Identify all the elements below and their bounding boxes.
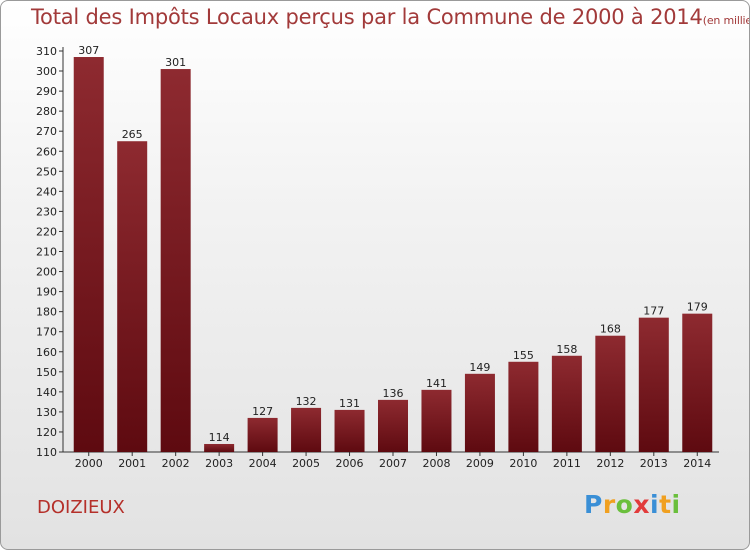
x-tick-label: 2008 xyxy=(422,457,450,470)
x-tick-label: 2010 xyxy=(509,457,537,470)
chart-title: Total des Impôts Locaux perçus par la Co… xyxy=(31,5,749,29)
x-tick-label: 2013 xyxy=(640,457,668,470)
x-tick-label: 2002 xyxy=(162,457,190,470)
y-tick-label: 310 xyxy=(36,45,57,58)
x-tick-label: 2001 xyxy=(118,457,146,470)
x-tick-label: 2011 xyxy=(553,457,581,470)
y-tick-label: 160 xyxy=(36,346,57,359)
bar-value-label: 158 xyxy=(556,343,577,356)
y-tick-label: 130 xyxy=(36,406,57,419)
x-tick-label: 2009 xyxy=(466,457,494,470)
bar-2006 xyxy=(334,409,365,452)
logo-letter: t xyxy=(659,490,672,519)
bar-2011 xyxy=(551,355,582,452)
logo-letter: P xyxy=(584,490,603,519)
chart-title-text: Total des Impôts Locaux perçus par la Co… xyxy=(31,5,703,29)
logo-letter: x xyxy=(633,490,650,519)
y-tick-label: 300 xyxy=(36,65,57,78)
bar-value-label: 149 xyxy=(469,361,490,374)
y-tick-label: 230 xyxy=(36,205,57,218)
bar-2002 xyxy=(160,69,191,453)
y-tick-label: 240 xyxy=(36,185,57,198)
bar-value-label: 155 xyxy=(513,349,534,362)
y-tick-label: 180 xyxy=(36,306,57,319)
bar-2003 xyxy=(204,443,235,452)
x-tick-label: 2005 xyxy=(292,457,320,470)
y-tick-label: 170 xyxy=(36,326,57,339)
bar-2000 xyxy=(73,57,104,452)
x-tick-label: 2007 xyxy=(379,457,407,470)
bar-value-label: 177 xyxy=(643,305,664,318)
x-tick-label: 2012 xyxy=(596,457,624,470)
bar-value-label: 127 xyxy=(252,405,273,418)
y-tick-label: 220 xyxy=(36,225,57,238)
y-tick-label: 150 xyxy=(36,366,57,379)
bar-value-label: 307 xyxy=(78,44,99,57)
logo-letter: r xyxy=(602,490,616,519)
y-tick-label: 190 xyxy=(36,286,57,299)
bar-value-label: 301 xyxy=(165,56,186,69)
x-tick-label: 2014 xyxy=(683,457,711,470)
bar-2013 xyxy=(638,317,669,452)
x-tick-label: 2000 xyxy=(75,457,103,470)
y-tick-label: 260 xyxy=(36,145,57,158)
bar-2005 xyxy=(291,407,322,452)
bar-value-label: 179 xyxy=(687,301,708,314)
bar-2007 xyxy=(378,399,408,452)
x-tick-label: 2003 xyxy=(205,457,233,470)
y-tick-label: 250 xyxy=(36,165,57,178)
bar-value-label: 136 xyxy=(383,387,404,400)
bar-2004 xyxy=(247,417,278,452)
chart-subtitle: (en milliers d'€) xyxy=(702,14,749,27)
y-tick-label: 120 xyxy=(36,426,57,439)
x-tick-label: 2004 xyxy=(249,457,277,470)
bar-value-label: 265 xyxy=(122,128,143,141)
bar-2010 xyxy=(508,361,539,452)
bar-2014 xyxy=(682,313,713,452)
bar-value-label: 141 xyxy=(426,377,447,390)
y-tick-label: 270 xyxy=(36,125,57,138)
bar-value-label: 114 xyxy=(209,431,230,444)
y-tick-label: 200 xyxy=(36,266,57,279)
y-tick-label: 140 xyxy=(36,386,57,399)
commune-name: DOIZIEUX xyxy=(37,497,125,518)
bar-value-label: 168 xyxy=(600,323,621,336)
proxiti-logo: Proxiti xyxy=(584,490,681,519)
bar-value-label: 131 xyxy=(339,397,360,410)
logo-letter: i xyxy=(650,490,660,519)
bar-2012 xyxy=(595,335,626,452)
bar-2001 xyxy=(117,141,148,452)
bar-2008 xyxy=(421,389,452,452)
bar-value-label: 132 xyxy=(296,395,317,408)
bar-2009 xyxy=(464,373,495,452)
x-tick-label: 2006 xyxy=(336,457,364,470)
logo-letter: i xyxy=(671,490,681,519)
y-tick-label: 290 xyxy=(36,85,57,98)
y-tick-label: 110 xyxy=(36,446,57,459)
logo-letter: o xyxy=(615,490,634,519)
y-tick-label: 280 xyxy=(36,105,57,118)
y-tick-label: 210 xyxy=(36,246,57,259)
